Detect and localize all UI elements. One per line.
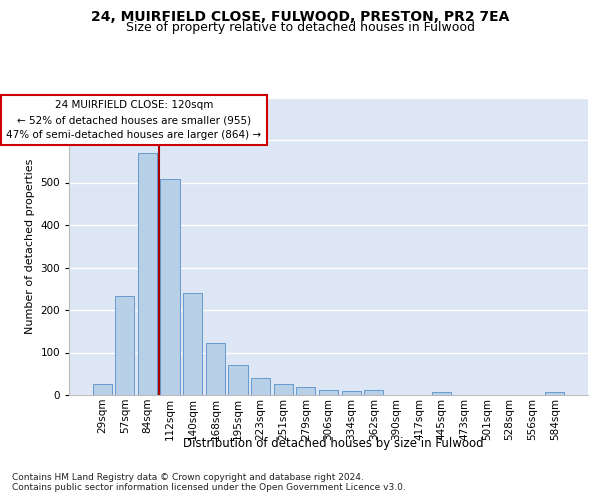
Bar [115,296,134,395]
Bar [92,384,112,395]
Bar [183,293,202,395]
Bar [138,153,157,395]
Bar [432,392,451,395]
Bar [229,365,248,395]
Text: Distribution of detached houses by size in Fulwood: Distribution of detached houses by size … [182,438,484,450]
Bar [364,390,383,395]
Bar [545,392,565,395]
Text: 24 MUIRFIELD CLOSE: 120sqm
← 52% of detached houses are smaller (955)
47% of sem: 24 MUIRFIELD CLOSE: 120sqm ← 52% of deta… [7,100,262,140]
Bar [296,388,316,395]
Bar [341,391,361,395]
Bar [160,179,180,395]
Bar [274,384,293,395]
Bar [251,378,270,395]
Text: 24, MUIRFIELD CLOSE, FULWOOD, PRESTON, PR2 7EA: 24, MUIRFIELD CLOSE, FULWOOD, PRESTON, P… [91,10,509,24]
Bar [319,390,338,395]
Text: Contains public sector information licensed under the Open Government Licence v3: Contains public sector information licen… [12,482,406,492]
Bar [206,343,225,395]
Text: Contains HM Land Registry data © Crown copyright and database right 2024.: Contains HM Land Registry data © Crown c… [12,472,364,482]
Text: Size of property relative to detached houses in Fulwood: Size of property relative to detached ho… [125,21,475,34]
Y-axis label: Number of detached properties: Number of detached properties [25,158,35,334]
